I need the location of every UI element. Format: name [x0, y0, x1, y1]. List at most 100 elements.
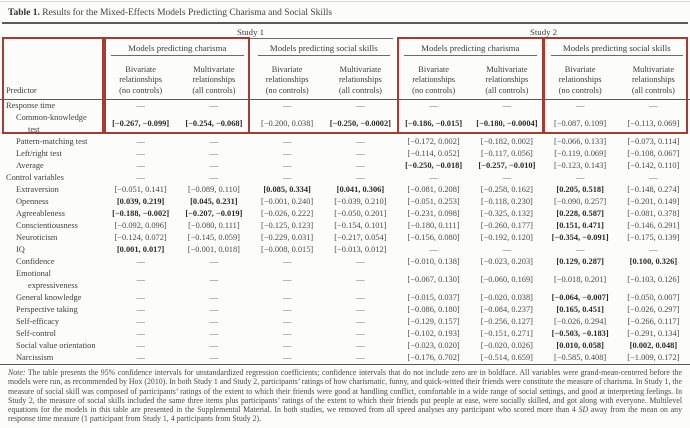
ci-cell: [0.045, 0.231]: [190, 197, 238, 206]
ci-cell: [−0.090, 0.257]: [554, 197, 607, 206]
ci-cell: [−0.151, 0.271]: [480, 329, 533, 338]
spacer-cell: [0, 39, 104, 56]
table-row: Openness [0.039, 0.219] [0.045, 0.231] [−0.…: [0, 196, 690, 208]
row-label: Extraversion: [16, 185, 59, 194]
ci-cell: [−0.250, −0.0002]: [329, 119, 391, 128]
ci-cell: —: [136, 341, 145, 350]
ci-cell: —: [356, 353, 365, 362]
note-label: Note:: [8, 368, 26, 377]
row-label: Self-efficacy: [16, 317, 60, 326]
ci-cell: [−0.026, 0.294]: [554, 317, 607, 326]
ci-cell: [−0.080, 0.111]: [188, 221, 240, 230]
ci-cell: —: [282, 137, 292, 146]
ci-cell: [−0.084, 0.237]: [480, 305, 533, 314]
note-sd-abbrev: SD: [578, 405, 589, 415]
ci-cell: —: [209, 257, 219, 266]
ci-cell: [−0.008, 0.015]: [261, 245, 314, 254]
ci-cell: [−0.250, −0.018]: [405, 161, 463, 170]
table-number: Table 1.: [8, 8, 40, 18]
predictor-column-header: Predictor: [0, 56, 104, 100]
ci-cell: —: [282, 341, 292, 350]
ci-cell: [0.165, 0.451]: [556, 305, 604, 314]
ci-cell: [−0.182, 0.002]: [480, 137, 533, 146]
note-text: The table presents the 95% confidence in…: [8, 368, 682, 415]
ci-cell: [−0.172, 0.002]: [407, 137, 460, 146]
ci-cell: [−0.146, 0.291]: [627, 221, 680, 230]
ci-cell: —: [209, 329, 219, 338]
row-label: Agreeableness: [16, 209, 65, 218]
ci-cell: [−0.102, 0.193]: [407, 329, 460, 338]
ci-cell: [−0.023, 0.020]: [407, 341, 460, 350]
model-group-header-row: Models predicting charisma Models predic…: [0, 39, 690, 56]
table-row: Social value orientation — — — — [−0.023, 0.0…: [0, 340, 690, 352]
ci-cell: [−0.514, 0.659]: [480, 353, 533, 362]
ci-cell: —: [209, 137, 219, 146]
ci-cell: [−0.503, −0.183]: [551, 329, 609, 338]
col-header-multivariate: Multivariate relationships (all controls…: [177, 56, 251, 100]
ci-cell: —: [649, 101, 658, 110]
ci-cell: [−0.260, 0.177]: [480, 221, 533, 230]
col-header-bivariate: Bivariate relationships (no controls): [397, 56, 471, 100]
ci-cell: [−0.125, 0.123]: [261, 221, 314, 230]
table-row: Confidence — — — — [−0.010, 0.138] [−0.023, 0.…: [0, 256, 690, 268]
results-table: Study 1 Study 2 Models predicting charis…: [0, 24, 690, 365]
ci-cell: [−0.060, 0.169]: [480, 275, 533, 284]
table-body: Response time — — — — — — — — Common-knowledge te…: [0, 100, 690, 365]
table-row: Pattern-matching test — — — — [−0.172, 0.002]…: [0, 136, 690, 148]
ci-cell: [−0.201, 0.149]: [627, 197, 680, 206]
ci-cell: [0.001, 0.017]: [116, 245, 165, 254]
ci-cell: —: [136, 149, 145, 158]
table-row: Extraversion [−0.051, 0.141] [−0.089, 0.11…: [0, 184, 690, 196]
ci-cell: —: [209, 173, 219, 182]
ci-cell: [−0.124, 0.072]: [114, 233, 167, 242]
ci-cell: [−0.156, 0.080]: [407, 233, 460, 242]
ci-cell: [−0.142, 0.110]: [627, 161, 680, 170]
spacer-cell: [0, 24, 104, 39]
ci-cell: [−0.354, −0.091]: [551, 233, 609, 242]
table-row: Agreeableness [−0.188, −0.002] [−0.207, −0…: [0, 208, 690, 220]
ci-cell: [−0.257, −0.010]: [478, 161, 536, 170]
ci-cell: [−0.258, 0.162]: [480, 185, 533, 194]
row-label: Neuroticism: [16, 233, 58, 242]
ci-cell: [−0.092, 0.096]: [114, 221, 167, 230]
page-top-rule: [0, 1, 690, 2]
col-header-bivariate: Bivariate relationships (no controls): [250, 56, 324, 100]
ci-cell: [−0.176, 0.702]: [407, 353, 460, 362]
table-row: Control variables — — — — — — — —: [0, 172, 690, 184]
ci-cell: —: [209, 317, 219, 326]
col-header-bivariate: Bivariate relationships (no controls): [543, 56, 617, 100]
ci-cell: —: [429, 245, 438, 254]
ci-cell: —: [209, 149, 219, 158]
table-caption: Results for the Mixed-Effects Models Pre…: [39, 8, 333, 18]
ci-cell: [0.100, 0.326]: [629, 257, 678, 266]
ci-cell: [−0.200, 0.038]: [261, 119, 314, 128]
ci-cell: [−0.108, 0.067]: [627, 149, 680, 158]
table-row: General knowledge — — — — [−0.015, 0.037] [−0.…: [0, 292, 690, 304]
ci-cell: [−0.175, 0.139]: [627, 233, 680, 242]
ci-cell: —: [356, 149, 365, 158]
ci-cell: [−0.188, −0.002]: [112, 209, 170, 218]
ci-cell: [−0.039, 0.210]: [334, 197, 387, 206]
ci-cell: [0.010, 0.058]: [556, 341, 604, 350]
ci-cell: —: [209, 101, 219, 110]
row-label: Control variables: [6, 173, 64, 182]
ci-cell: —: [136, 353, 145, 362]
ci-cell: —: [575, 101, 585, 110]
group-header-s2-charisma: Models predicting charisma: [397, 39, 544, 56]
ci-cell: [−0.123, 0.143]: [554, 161, 607, 170]
study-header-row: Study 1 Study 2: [0, 24, 690, 39]
column-header-row: Predictor Bivariate relationships (no co…: [0, 56, 690, 100]
ci-cell: [0.041, 0.306]: [336, 185, 385, 194]
row-label: Average: [16, 161, 44, 170]
ci-cell: [−0.015, 0.037]: [407, 293, 460, 302]
ci-cell: [−0.266, 0.117]: [627, 317, 680, 326]
ci-cell: —: [575, 173, 585, 182]
ci-cell: [−0.113, 0.069]: [627, 119, 680, 128]
ci-cell: [−0.148, 0.274]: [627, 185, 680, 194]
ci-cell: [−0.103, 0.126]: [627, 275, 680, 284]
ci-cell: —: [429, 101, 438, 110]
ci-cell: —: [282, 173, 292, 182]
ci-cell: [−0.267, −0.099]: [112, 119, 170, 128]
table-row: Average — — — — [−0.250, −0.018] [−0.257, −0.0…: [0, 160, 690, 172]
ci-cell: [−0.018, 0.201]: [554, 275, 607, 284]
